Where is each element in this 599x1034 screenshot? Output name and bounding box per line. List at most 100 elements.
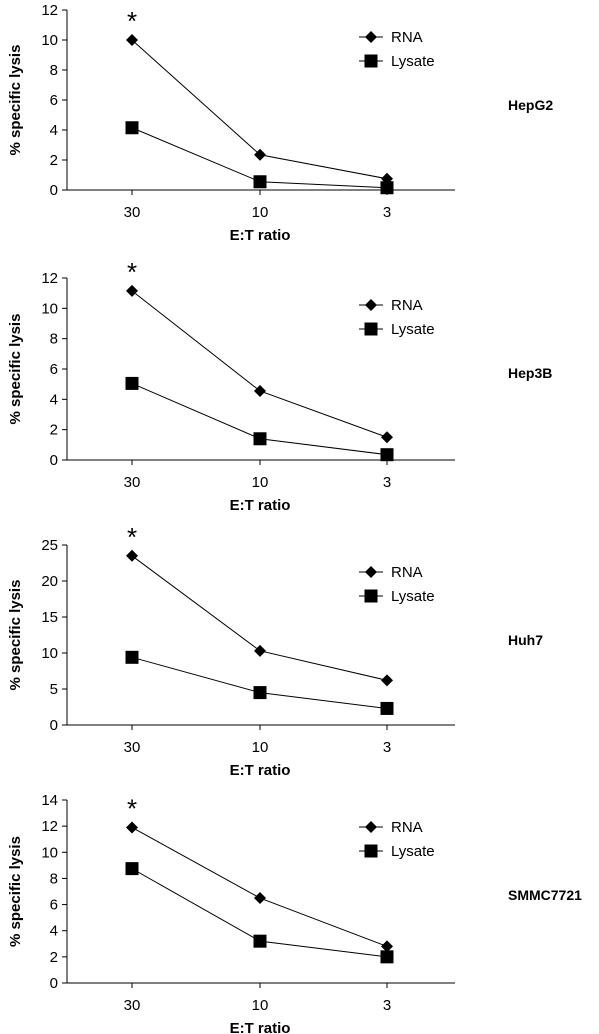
y-tick-label: 4 <box>50 923 58 940</box>
significance-star: * <box>127 6 137 36</box>
y-tick-label: 8 <box>50 62 58 79</box>
legend-label-lysate: Lysate <box>391 843 435 860</box>
x-tick-label: 30 <box>124 204 141 221</box>
legend-marker-lysate <box>364 844 378 858</box>
x-axis-title: E:T ratio <box>230 1020 291 1034</box>
x-tick-label: 10 <box>252 739 269 756</box>
data-point-lysate <box>380 181 394 195</box>
legend-marker-rna <box>365 31 377 43</box>
legend-marker-lysate <box>364 589 378 603</box>
y-tick-label: 10 <box>41 300 58 317</box>
x-tick-label: 10 <box>252 204 269 221</box>
data-point-rna <box>126 284 138 297</box>
data-point-rna <box>254 384 266 397</box>
x-axis-title: E:T ratio <box>230 227 291 244</box>
data-point-lysate <box>380 701 394 715</box>
legend-marker-lysate <box>364 322 378 336</box>
series-line-lysate <box>131 656 388 709</box>
y-tick-label: 2 <box>50 422 58 439</box>
y-tick-label: 8 <box>50 870 58 887</box>
y-tick-label: 10 <box>41 32 58 49</box>
y-tick-label: 0 <box>50 182 58 199</box>
cell-line-label: Hep3B <box>508 365 552 381</box>
y-tick-label: 6 <box>50 897 58 914</box>
legend-label-rna: RNA <box>391 564 423 581</box>
y-tick-label: 2 <box>50 949 58 966</box>
data-point-rna <box>126 34 138 46</box>
x-tick-label: 30 <box>124 474 141 491</box>
significance-star: * <box>127 793 137 823</box>
legend-label-rna: RNA <box>391 29 423 46</box>
y-tick-label: 0 <box>50 717 58 734</box>
x-axis-title: E:T ratio <box>230 762 291 779</box>
y-tick-label: 12 <box>41 2 58 19</box>
significance-star: * <box>127 522 137 552</box>
data-point-rna <box>254 892 266 905</box>
data-point-rna <box>381 940 393 953</box>
y-tick-label: 15 <box>41 609 58 626</box>
legend-label-lysate: Lysate <box>391 588 435 605</box>
y-tick-label: 8 <box>50 331 58 348</box>
data-point-lysate <box>253 175 267 189</box>
data-point-rna <box>254 644 266 657</box>
data-point-rna <box>381 674 393 687</box>
chart-panel-2: 0 5 10 15 20 25 30 10 3 E:T ratio % specific lysis… <box>7 522 543 779</box>
series-line-rna <box>131 827 388 947</box>
data-point-lysate <box>125 121 139 135</box>
chart-panel-3: 0 2 4 6 8 10 12 14 30 10 3 E:T ratio % specific lysi… <box>7 792 582 1034</box>
cell-line-label: Huh7 <box>508 632 543 648</box>
legend-label-lysate: Lysate <box>391 321 435 338</box>
data-point-rna <box>126 549 138 562</box>
series-line-rna <box>131 555 388 681</box>
x-tick-label: 30 <box>124 997 141 1014</box>
x-tick-label: 10 <box>252 997 269 1014</box>
y-tick-label: 0 <box>50 975 58 992</box>
data-point-lysate <box>253 432 267 446</box>
legend-marker-rna <box>365 566 377 578</box>
data-point-lysate <box>125 650 139 664</box>
data-point-lysate <box>125 862 139 876</box>
data-point-lysate <box>253 934 267 948</box>
significance-star: * <box>127 257 137 287</box>
y-tick-label: 14 <box>41 792 58 809</box>
legend-marker-rna <box>365 821 377 833</box>
y-tick-label: 4 <box>50 391 58 408</box>
data-point-rna <box>126 821 138 834</box>
y-tick-label: 0 <box>50 452 58 469</box>
y-tick-label: 2 <box>50 152 58 169</box>
y-tick-label: 12 <box>41 818 58 835</box>
y-axis-title: % specific lysis <box>7 836 24 947</box>
x-tick-label: 30 <box>124 739 141 756</box>
series-line-rna <box>131 290 388 438</box>
y-tick-label: 10 <box>41 645 58 662</box>
legend-marker-rna <box>365 299 377 311</box>
x-tick-label: 10 <box>252 474 269 491</box>
y-tick-label: 10 <box>41 844 58 861</box>
cell-line-label: HepG2 <box>508 97 553 113</box>
y-tick-label: 5 <box>50 681 58 698</box>
y-axis-title: % specific lysis <box>7 314 24 425</box>
data-point-lysate <box>125 376 139 390</box>
x-axis-title: E:T ratio <box>230 497 291 514</box>
chart-panel-0: 0 2 4 6 8 10 12 30 10 3 E:T ratio % specific lysis *… <box>7 2 553 244</box>
x-tick-label: 3 <box>383 474 391 491</box>
data-point-lysate <box>380 448 394 462</box>
x-tick-label: 3 <box>383 997 391 1014</box>
y-axis-title: % specific lysis <box>7 580 24 691</box>
chart-panel-1: 0 2 4 6 8 10 12 30 10 3 E:T ratio % specific lysis *… <box>7 257 552 514</box>
data-point-rna <box>254 148 266 161</box>
y-tick-label: 12 <box>41 270 58 287</box>
cell-line-label: SMMC7721 <box>508 887 582 903</box>
data-point-rna <box>381 431 393 444</box>
data-point-lysate <box>380 950 394 964</box>
legend-label-rna: RNA <box>391 297 423 314</box>
y-tick-label: 4 <box>50 122 58 139</box>
x-tick-label: 3 <box>383 204 391 221</box>
y-axis-title: % specific lysis <box>7 45 24 156</box>
data-point-lysate <box>253 686 267 700</box>
x-tick-label: 3 <box>383 739 391 756</box>
y-tick-label: 25 <box>41 537 58 554</box>
legend-label-lysate: Lysate <box>391 53 435 70</box>
legend-label-rna: RNA <box>391 819 423 836</box>
